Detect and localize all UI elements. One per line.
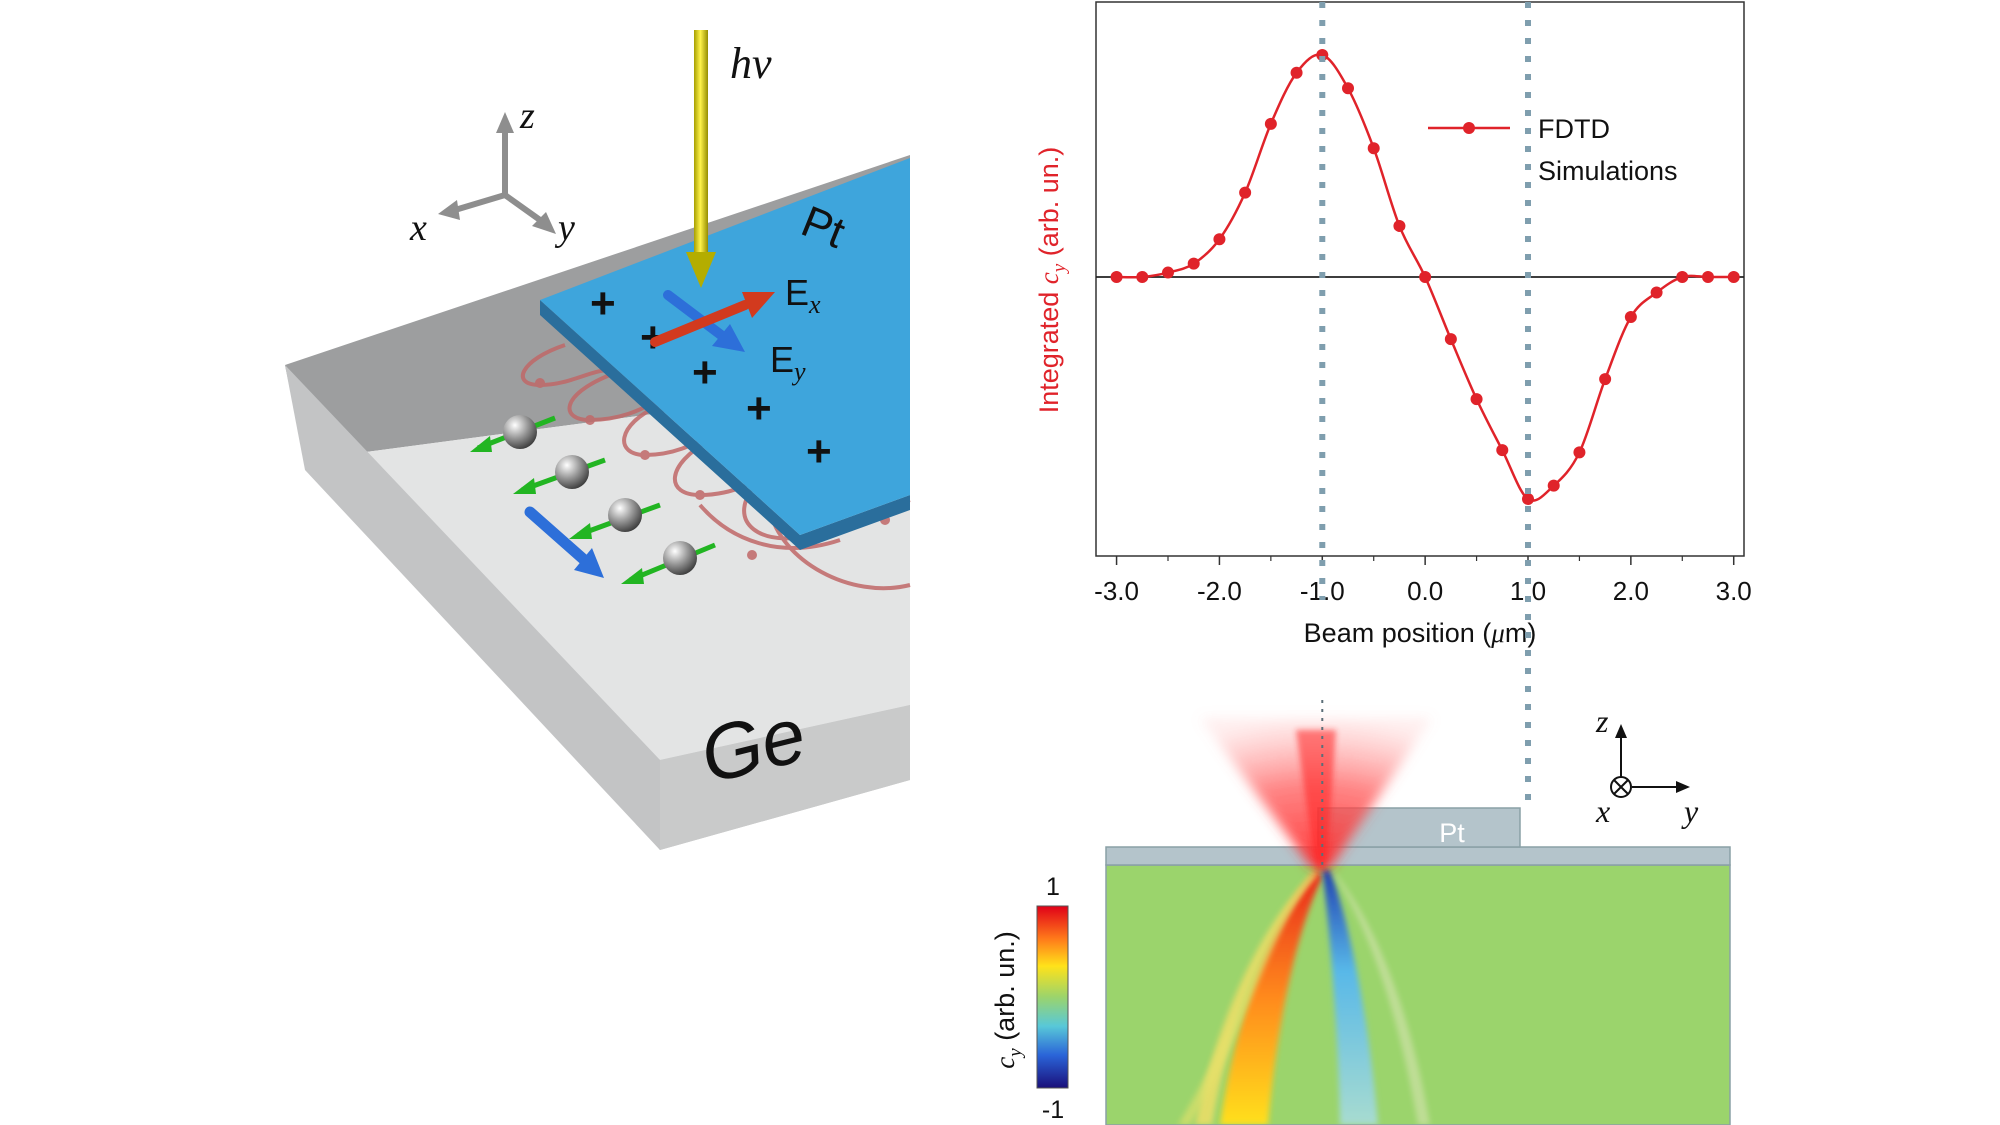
ex-arrow [650, 292, 775, 347]
data-point [1624, 310, 1637, 323]
data-point [1650, 286, 1663, 299]
carrier [569, 498, 661, 539]
x-tick-label: 3.0 [1716, 576, 1752, 606]
data-point [1547, 479, 1560, 492]
plus-charge: + [692, 348, 718, 397]
spin-carriers [470, 415, 716, 584]
data-point [1702, 271, 1714, 283]
integrated-cy-chart: -3.0 -2.0 -1.0 0.0 1.0 2.0 3.0 Beam position (… [1034, 1, 1752, 648]
axis-y-label-2d: y [1681, 793, 1699, 829]
legend-label-line1: FDTD [1538, 114, 1610, 144]
pt-step-label: Pt [1439, 818, 1465, 848]
data-point [1264, 117, 1277, 130]
spin-direction-arrow [524, 506, 604, 578]
device-schematic: Ge [285, 30, 911, 850]
plus-charge: + [746, 384, 772, 433]
axis-z-label-2d: z [1595, 703, 1609, 739]
coordinate-axes-2d: z x y [1595, 703, 1699, 829]
data-point [1599, 373, 1612, 386]
x-axis-ticks: -3.0 -2.0 -1.0 0.0 1.0 2.0 3.0 [1094, 556, 1752, 606]
data-point [1367, 142, 1380, 155]
data-point [1470, 393, 1483, 406]
ey-arrow [663, 290, 745, 352]
data-point [1213, 233, 1226, 246]
data-point [1110, 271, 1123, 283]
series-points [1110, 49, 1740, 505]
carrier [513, 455, 606, 494]
x-axis-label: Beam position (μm) [1304, 618, 1537, 648]
plot-frame [1095, 1, 1745, 557]
data-point [1136, 271, 1149, 283]
axis-z-label: z [519, 95, 535, 137]
ey-label: Ey [770, 339, 806, 386]
data-point [1522, 493, 1534, 505]
data-point [1342, 82, 1354, 95]
legend-marker [1463, 122, 1475, 134]
data-point [1290, 66, 1303, 79]
plus-charge: + [590, 279, 616, 328]
photon-arrow [686, 30, 716, 288]
legend-label-line2: Simulations [1538, 156, 1678, 186]
data-point [1419, 271, 1432, 283]
ex-label: Ex [785, 272, 821, 319]
beam-guide-lines [1319, 2, 1531, 870]
data-point [1187, 257, 1200, 270]
carrier [470, 415, 556, 452]
legend: FDTD Simulations [1428, 114, 1678, 186]
colorbar-min-label: -1 [1042, 1096, 1064, 1124]
coordinate-axes-3d: z x y [409, 95, 575, 249]
positive-lobe [1220, 870, 1322, 1125]
colorbar-max-label: 1 [1046, 873, 1060, 901]
field-lobes [1178, 868, 1430, 1125]
colorbar-title: cy (arb. un.) [990, 931, 1026, 1068]
field-map: Pt 1 -1 cy (arb. un.) z x y [990, 703, 1731, 1125]
plus-charge: + [806, 427, 832, 476]
thin-overlayer [1105, 846, 1731, 866]
faint-fringe [1332, 872, 1430, 1125]
x-tick-label: 2.0 [1613, 576, 1649, 606]
carrier [621, 541, 716, 584]
data-point [1676, 271, 1689, 283]
data-point [1496, 444, 1509, 457]
positive-lobe-outer [1195, 870, 1318, 1125]
axis-x-label: x [409, 207, 427, 249]
data-point [1393, 219, 1406, 232]
plus-charges: + + + + + [590, 279, 832, 476]
data-point [1727, 271, 1740, 283]
negative-lobe [1322, 868, 1378, 1125]
ge-front-face-lower [660, 705, 910, 850]
x-tick-label: -2.0 [1197, 576, 1242, 606]
faint-fringe [1178, 872, 1314, 1125]
x-tick-label: 0.0 [1407, 576, 1443, 606]
data-point [1573, 446, 1586, 459]
axis-y-label: y [554, 207, 575, 249]
data-point [1444, 333, 1457, 346]
data-point [1162, 266, 1174, 279]
ge-corner-face [285, 365, 660, 850]
y-axis-label: Integrated cy (arb. un.) [1034, 147, 1070, 414]
photon-label: hν [730, 39, 772, 88]
laser-beam-core [1296, 730, 1336, 870]
data-point [1239, 186, 1252, 199]
axis-x-label-2d: x [1595, 793, 1610, 829]
colorbar [1036, 905, 1069, 1089]
x-tick-label: -3.0 [1094, 576, 1139, 606]
